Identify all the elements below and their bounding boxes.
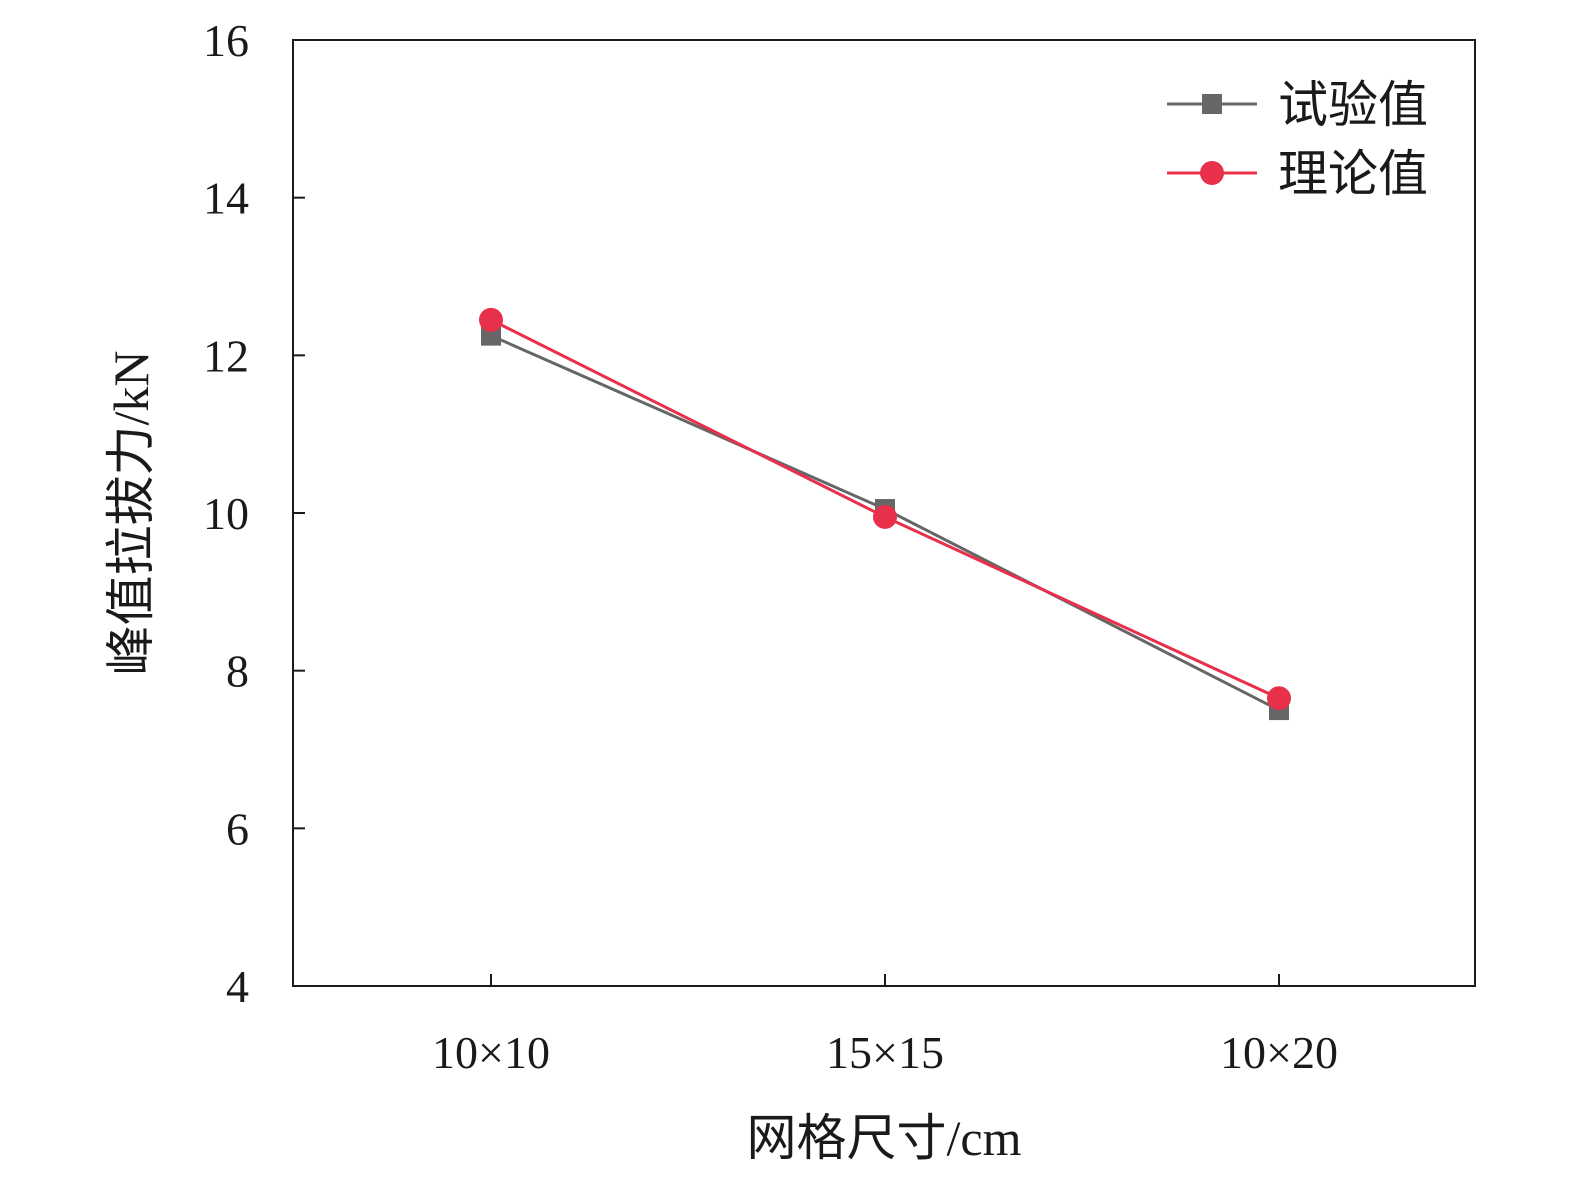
data-point [1267,686,1291,711]
y-tick-label: 6 [226,803,249,854]
data-point [873,504,897,529]
legend-label: 试验值 [1278,77,1428,133]
data-point [479,307,503,332]
x-tick-label: 15×15 [826,1027,944,1078]
y-axis: 4 6 8 10 12 14 16 [203,15,305,1012]
y-tick-label: 10 [203,488,249,539]
legend-swatch-marker [1200,161,1224,185]
y-tick-label: 4 [226,961,249,1012]
y-tick-label: 14 [203,173,249,224]
series-2 [479,307,1291,711]
x-tick-label: 10×10 [432,1027,550,1078]
legend-item: 理论值 [1167,146,1428,202]
legend-label: 理论值 [1278,146,1428,202]
x-tick-label: 10×20 [1220,1027,1338,1078]
y-tick-label: 12 [203,330,249,381]
y-tick-label: 8 [226,646,249,697]
legend-item: 试验值 [1167,77,1428,133]
y-tick-label: 16 [203,15,249,66]
y-axis-label: 峰值拉拔力/kN [103,351,159,676]
series-layer [479,307,1291,721]
legend-swatch-marker [1202,94,1222,114]
x-axis: 10×10 15×15 10×20 [432,974,1338,1078]
x-axis-label: 网格尺寸/cm [747,1110,1022,1166]
